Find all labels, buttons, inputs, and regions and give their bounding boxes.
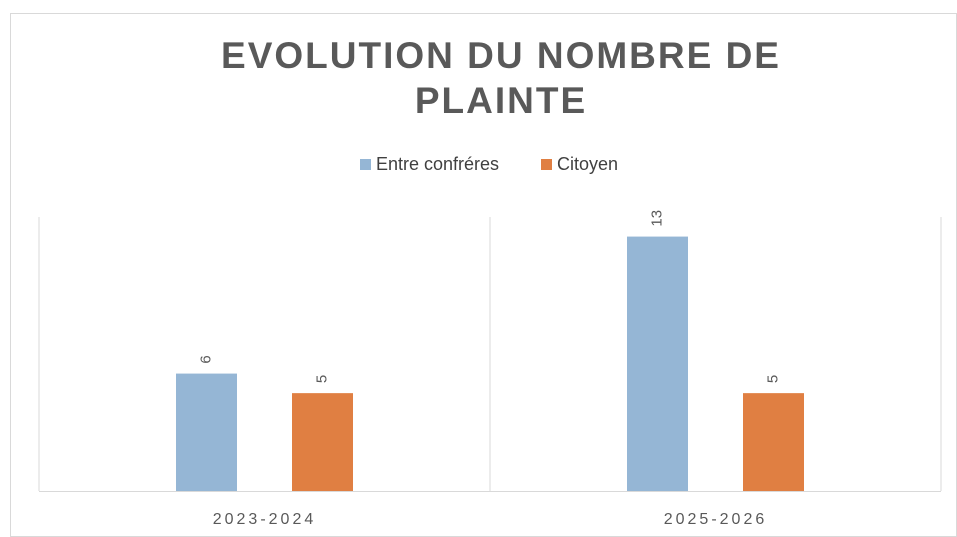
legend-label: Entre confréres: [376, 154, 499, 174]
x-tick-label: 2025-2026: [664, 511, 768, 528]
bar: [743, 393, 804, 491]
chart-title-line: EVOLUTION DU NOMBRE DE: [221, 35, 781, 76]
chart-title-line: PLAINTE: [415, 80, 587, 121]
data-label: 13: [648, 210, 665, 227]
x-tick-label: 2023-2024: [213, 511, 317, 528]
data-label: 6: [197, 355, 214, 363]
legend-label: Citoyen: [557, 154, 618, 174]
data-label: 5: [313, 375, 330, 383]
bar: [176, 373, 237, 491]
legend-swatch: [541, 159, 552, 170]
data-label: 5: [764, 375, 781, 383]
bar: [292, 393, 353, 491]
legend-swatch: [360, 159, 371, 170]
bar: [627, 236, 688, 491]
